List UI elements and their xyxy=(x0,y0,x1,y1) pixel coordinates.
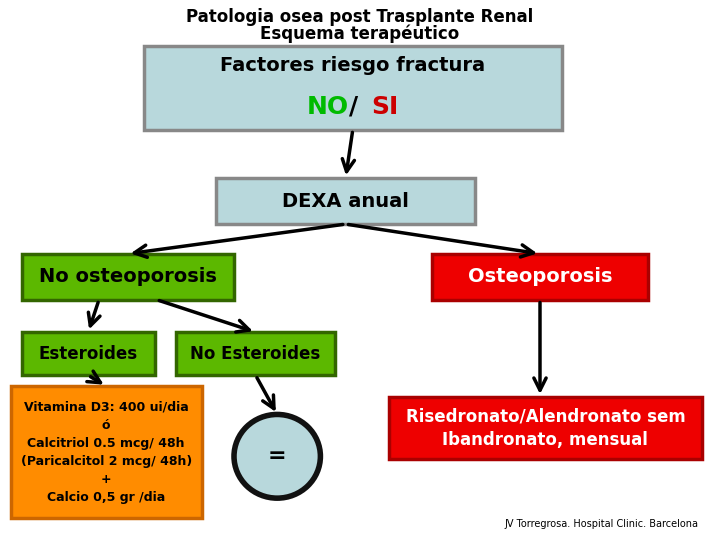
Text: Factores riesgo fractura: Factores riesgo fractura xyxy=(220,56,485,75)
FancyBboxPatch shape xyxy=(11,386,202,518)
Text: Risedronato/Alendronato sem
Ibandronato, mensual: Risedronato/Alendronato sem Ibandronato,… xyxy=(405,407,685,449)
Text: Esteroides: Esteroides xyxy=(39,345,138,363)
Text: DEXA anual: DEXA anual xyxy=(282,192,409,211)
Ellipse shape xyxy=(234,415,320,498)
Text: Osteoporosis: Osteoporosis xyxy=(468,267,612,286)
Text: Esquema terapéutico: Esquema terapéutico xyxy=(261,24,459,43)
FancyBboxPatch shape xyxy=(216,178,475,224)
Text: =: = xyxy=(268,446,287,467)
Text: NO: NO xyxy=(307,95,349,119)
Text: /: / xyxy=(349,95,359,119)
FancyBboxPatch shape xyxy=(22,332,155,375)
FancyBboxPatch shape xyxy=(176,332,335,375)
Text: JV Torregrosa. Hospital Clinic. Barcelona: JV Torregrosa. Hospital Clinic. Barcelon… xyxy=(505,519,698,529)
FancyBboxPatch shape xyxy=(389,397,702,459)
Text: No Esteroides: No Esteroides xyxy=(191,345,320,363)
FancyBboxPatch shape xyxy=(144,46,562,130)
FancyBboxPatch shape xyxy=(432,254,648,300)
Text: Vitamina D3: 400 ui/dia
ó
Calcitriol 0.5 mcg/ 48h
(Paricalcitol 2 mcg/ 48h)
+
Ca: Vitamina D3: 400 ui/dia ó Calcitriol 0.5… xyxy=(21,401,192,504)
Text: Patologia osea post Trasplante Renal: Patologia osea post Trasplante Renal xyxy=(186,8,534,26)
Text: SI: SI xyxy=(371,95,398,119)
Text: No osteoporosis: No osteoporosis xyxy=(39,267,217,286)
FancyBboxPatch shape xyxy=(22,254,234,300)
